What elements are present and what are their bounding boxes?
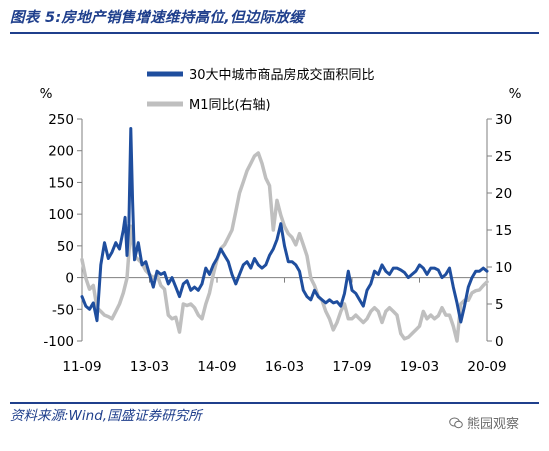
x-tick-label: 11-09 xyxy=(62,359,101,375)
y-tick-label-left: 100 xyxy=(48,207,74,223)
title-rule xyxy=(10,32,539,34)
x-tick-label: 16-03 xyxy=(265,359,304,375)
y-tick-label-left: 50 xyxy=(57,239,74,255)
footer-rule xyxy=(10,402,539,404)
series-line-sales-area-yoy xyxy=(80,127,489,324)
series-lines xyxy=(80,127,489,343)
y-tick-label-right: 25 xyxy=(495,149,512,165)
y-tick-label-right: 10 xyxy=(495,260,512,276)
legend-label-series-1: 30大中城市商品房成交面积同比 xyxy=(189,67,375,83)
y-tick-label-left: 150 xyxy=(48,175,74,191)
legend: 30大中城市商品房成交面积同比 M1同比(右轴) xyxy=(147,67,375,113)
y-axis-unit-right: % xyxy=(509,86,522,102)
source-note: 资料来源:Wind,国盛证券研究所 xyxy=(10,408,202,424)
x-tick-label: 13-03 xyxy=(130,359,169,375)
y-tick-label-left: 0 xyxy=(65,271,74,287)
y-tick-label-left: 250 xyxy=(48,112,74,128)
y-tick-label-right: 15 xyxy=(495,223,512,239)
x-tick-label: 19-03 xyxy=(400,359,439,375)
y-tick-label-left: -50 xyxy=(52,302,74,318)
y-tick-label-left: 200 xyxy=(48,144,74,160)
y-tick-label-right: 30 xyxy=(495,112,512,128)
y-tick-label-right: 5 xyxy=(495,297,504,313)
y-tick-label-right: 0 xyxy=(495,334,504,350)
watermark-label: 熊园观察 xyxy=(467,417,520,432)
x-tick-label: 17-09 xyxy=(332,359,371,375)
y-tick-label-left: -100 xyxy=(43,334,74,350)
x-tick-label: 20-09 xyxy=(467,359,506,375)
wechat-icon xyxy=(449,417,463,428)
chart-title: 图表 5:房地产销售增速维持高位,但边际放缓 xyxy=(10,10,305,26)
x-tick-label: 14-09 xyxy=(197,359,236,375)
line-chart: % % 30大中城市商品房成交面积同比 M1同比(右轴) 25020015010… xyxy=(40,67,522,375)
y-tick-label-right: 20 xyxy=(495,186,512,202)
y-axis-unit-left: % xyxy=(40,86,53,102)
legend-label-series-2: M1同比(右轴) xyxy=(189,98,271,113)
watermark: 熊园观察 xyxy=(449,413,519,432)
